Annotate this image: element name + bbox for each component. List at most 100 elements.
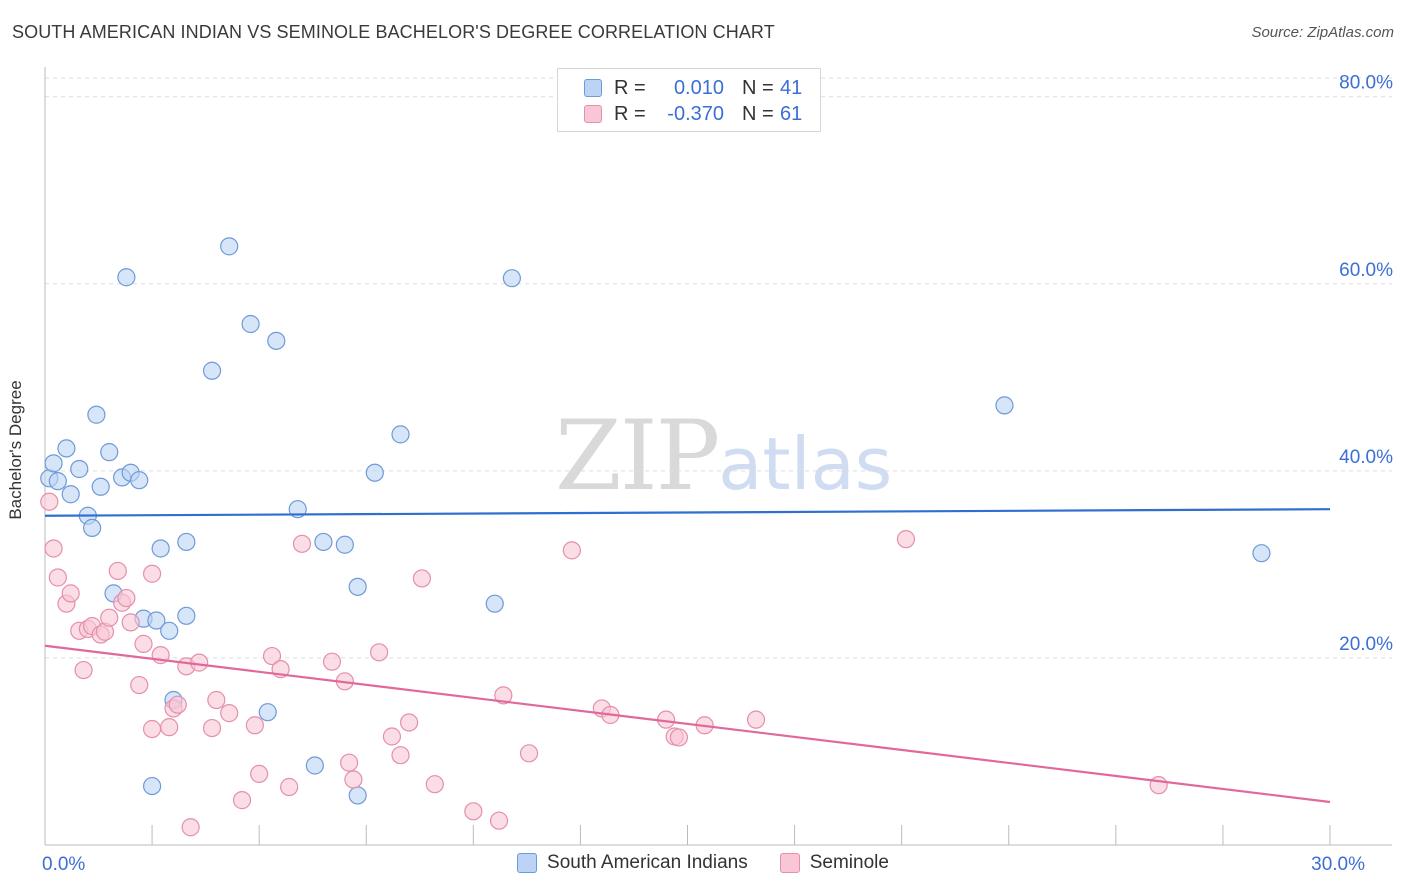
y-axis-label-wrap: Bachelor's Degree [6, 380, 26, 531]
point-south-american-indians [160, 621, 179, 640]
point-south-american-indians [70, 459, 89, 479]
watermark-zip: ZIP [555, 400, 720, 512]
y-axis-label: Bachelor's Degree [6, 380, 25, 520]
point-seminole [412, 569, 432, 588]
point-seminole [746, 710, 766, 729]
x-tick-label: 30.0% [1311, 854, 1365, 875]
watermark-atlas: atlas [718, 422, 893, 506]
point-seminole [100, 608, 119, 627]
point-seminole [425, 775, 444, 794]
y-tick-label: 20.0% [1339, 634, 1393, 655]
correlation-legend: R = 0.010 N = 41 R = -0.370 N = 61 [557, 68, 821, 132]
point-south-american-indians [267, 331, 286, 350]
point-south-american-indians [391, 425, 410, 444]
point-south-american-indians [117, 268, 136, 287]
point-seminole [322, 652, 342, 671]
series-swatch-pink [779, 853, 800, 873]
point-seminole [340, 753, 359, 772]
legend-row-seminole: R = -0.370 N = 61 [584, 102, 802, 126]
legend-r-label: R = [614, 76, 646, 99]
point-south-american-indians [348, 577, 367, 596]
point-south-american-indians [241, 314, 260, 334]
point-seminole [220, 704, 239, 723]
point-seminole [130, 675, 149, 695]
point-south-american-indians [61, 485, 80, 504]
point-seminole [202, 718, 222, 738]
watermark: ZIPatlas [555, 400, 892, 512]
point-south-american-indians [485, 594, 504, 613]
y-tick-label: 80.0% [1339, 73, 1393, 94]
chart-title: SOUTH AMERICAN INDIAN VS SEMINOLE BACHEL… [12, 22, 775, 42]
legend-n-value: 41 [780, 76, 803, 99]
point-south-american-indians [130, 471, 149, 490]
point-seminole [250, 764, 269, 784]
point-seminole [1149, 776, 1168, 795]
point-seminole [370, 643, 389, 662]
point-south-american-indians [502, 269, 521, 288]
legend-swatch-pink [584, 105, 602, 123]
legend-r-label: R = [614, 102, 646, 125]
point-south-american-indians [142, 776, 162, 796]
point-seminole [519, 744, 539, 763]
point-south-american-indians [87, 405, 106, 424]
point-seminole [181, 818, 200, 837]
point-seminole [190, 653, 209, 672]
point-south-american-indians [335, 535, 354, 554]
series-swatch-blue [517, 853, 538, 873]
series-legend-label: Seminole [809, 852, 889, 873]
series-legend-item-seminole[interactable]: Seminole [779, 852, 889, 874]
point-seminole [344, 770, 363, 789]
point-seminole [117, 588, 136, 608]
point-seminole [245, 716, 264, 735]
point-seminole [562, 541, 581, 560]
point-seminole [292, 534, 312, 553]
point-seminole [280, 777, 299, 797]
point-seminole [494, 686, 513, 705]
point-seminole [108, 561, 127, 581]
point-seminole [142, 719, 162, 739]
point-south-american-indians [151, 539, 170, 558]
point-south-american-indians [83, 518, 102, 538]
point-seminole [134, 634, 153, 653]
trend-line-seminole [44, 644, 1331, 804]
point-south-american-indians [100, 443, 119, 462]
point-south-american-indians [91, 477, 110, 496]
point-seminole [48, 568, 67, 587]
point-seminole [464, 802, 483, 821]
point-seminole [121, 613, 140, 632]
point-seminole [44, 539, 63, 558]
point-south-american-indians [177, 606, 196, 625]
point-south-american-indians [57, 439, 76, 458]
point-seminole [382, 727, 402, 746]
point-seminole [669, 728, 689, 747]
point-south-american-indians [365, 463, 384, 482]
point-south-american-indians [202, 361, 222, 380]
series-legend-item-south-american-indians[interactable]: South American Indians [517, 852, 748, 874]
point-seminole [896, 530, 916, 549]
legend-row-south-american-indians: R = 0.010 N = 41 [584, 76, 802, 100]
point-south-american-indians [44, 454, 63, 473]
point-seminole [74, 660, 93, 680]
legend-swatch-blue [584, 79, 602, 97]
series-legend: South American Indians Seminole [0, 852, 1406, 874]
legend-n-label: N = [742, 76, 774, 99]
point-south-american-indians [348, 786, 367, 805]
legend-n-value: 61 [780, 102, 803, 125]
point-south-american-indians [995, 396, 1014, 415]
point-seminole [40, 492, 59, 511]
trend-line-south-american-indians [44, 508, 1331, 517]
point-seminole [160, 718, 179, 737]
point-south-american-indians [220, 237, 239, 256]
point-south-american-indians [305, 756, 324, 775]
point-seminole [262, 646, 282, 666]
series-legend-label: South American Indians [547, 852, 748, 873]
legend-r-value: -0.370 [667, 102, 724, 125]
y-tick-label: 60.0% [1339, 260, 1393, 281]
point-south-american-indians [1252, 544, 1271, 563]
point-seminole [391, 746, 410, 765]
point-seminole [168, 695, 187, 714]
point-south-american-indians [147, 611, 166, 630]
y-tick-label: 40.0% [1339, 447, 1393, 468]
source-label: Source: ZipAtlas.com [1251, 24, 1394, 41]
